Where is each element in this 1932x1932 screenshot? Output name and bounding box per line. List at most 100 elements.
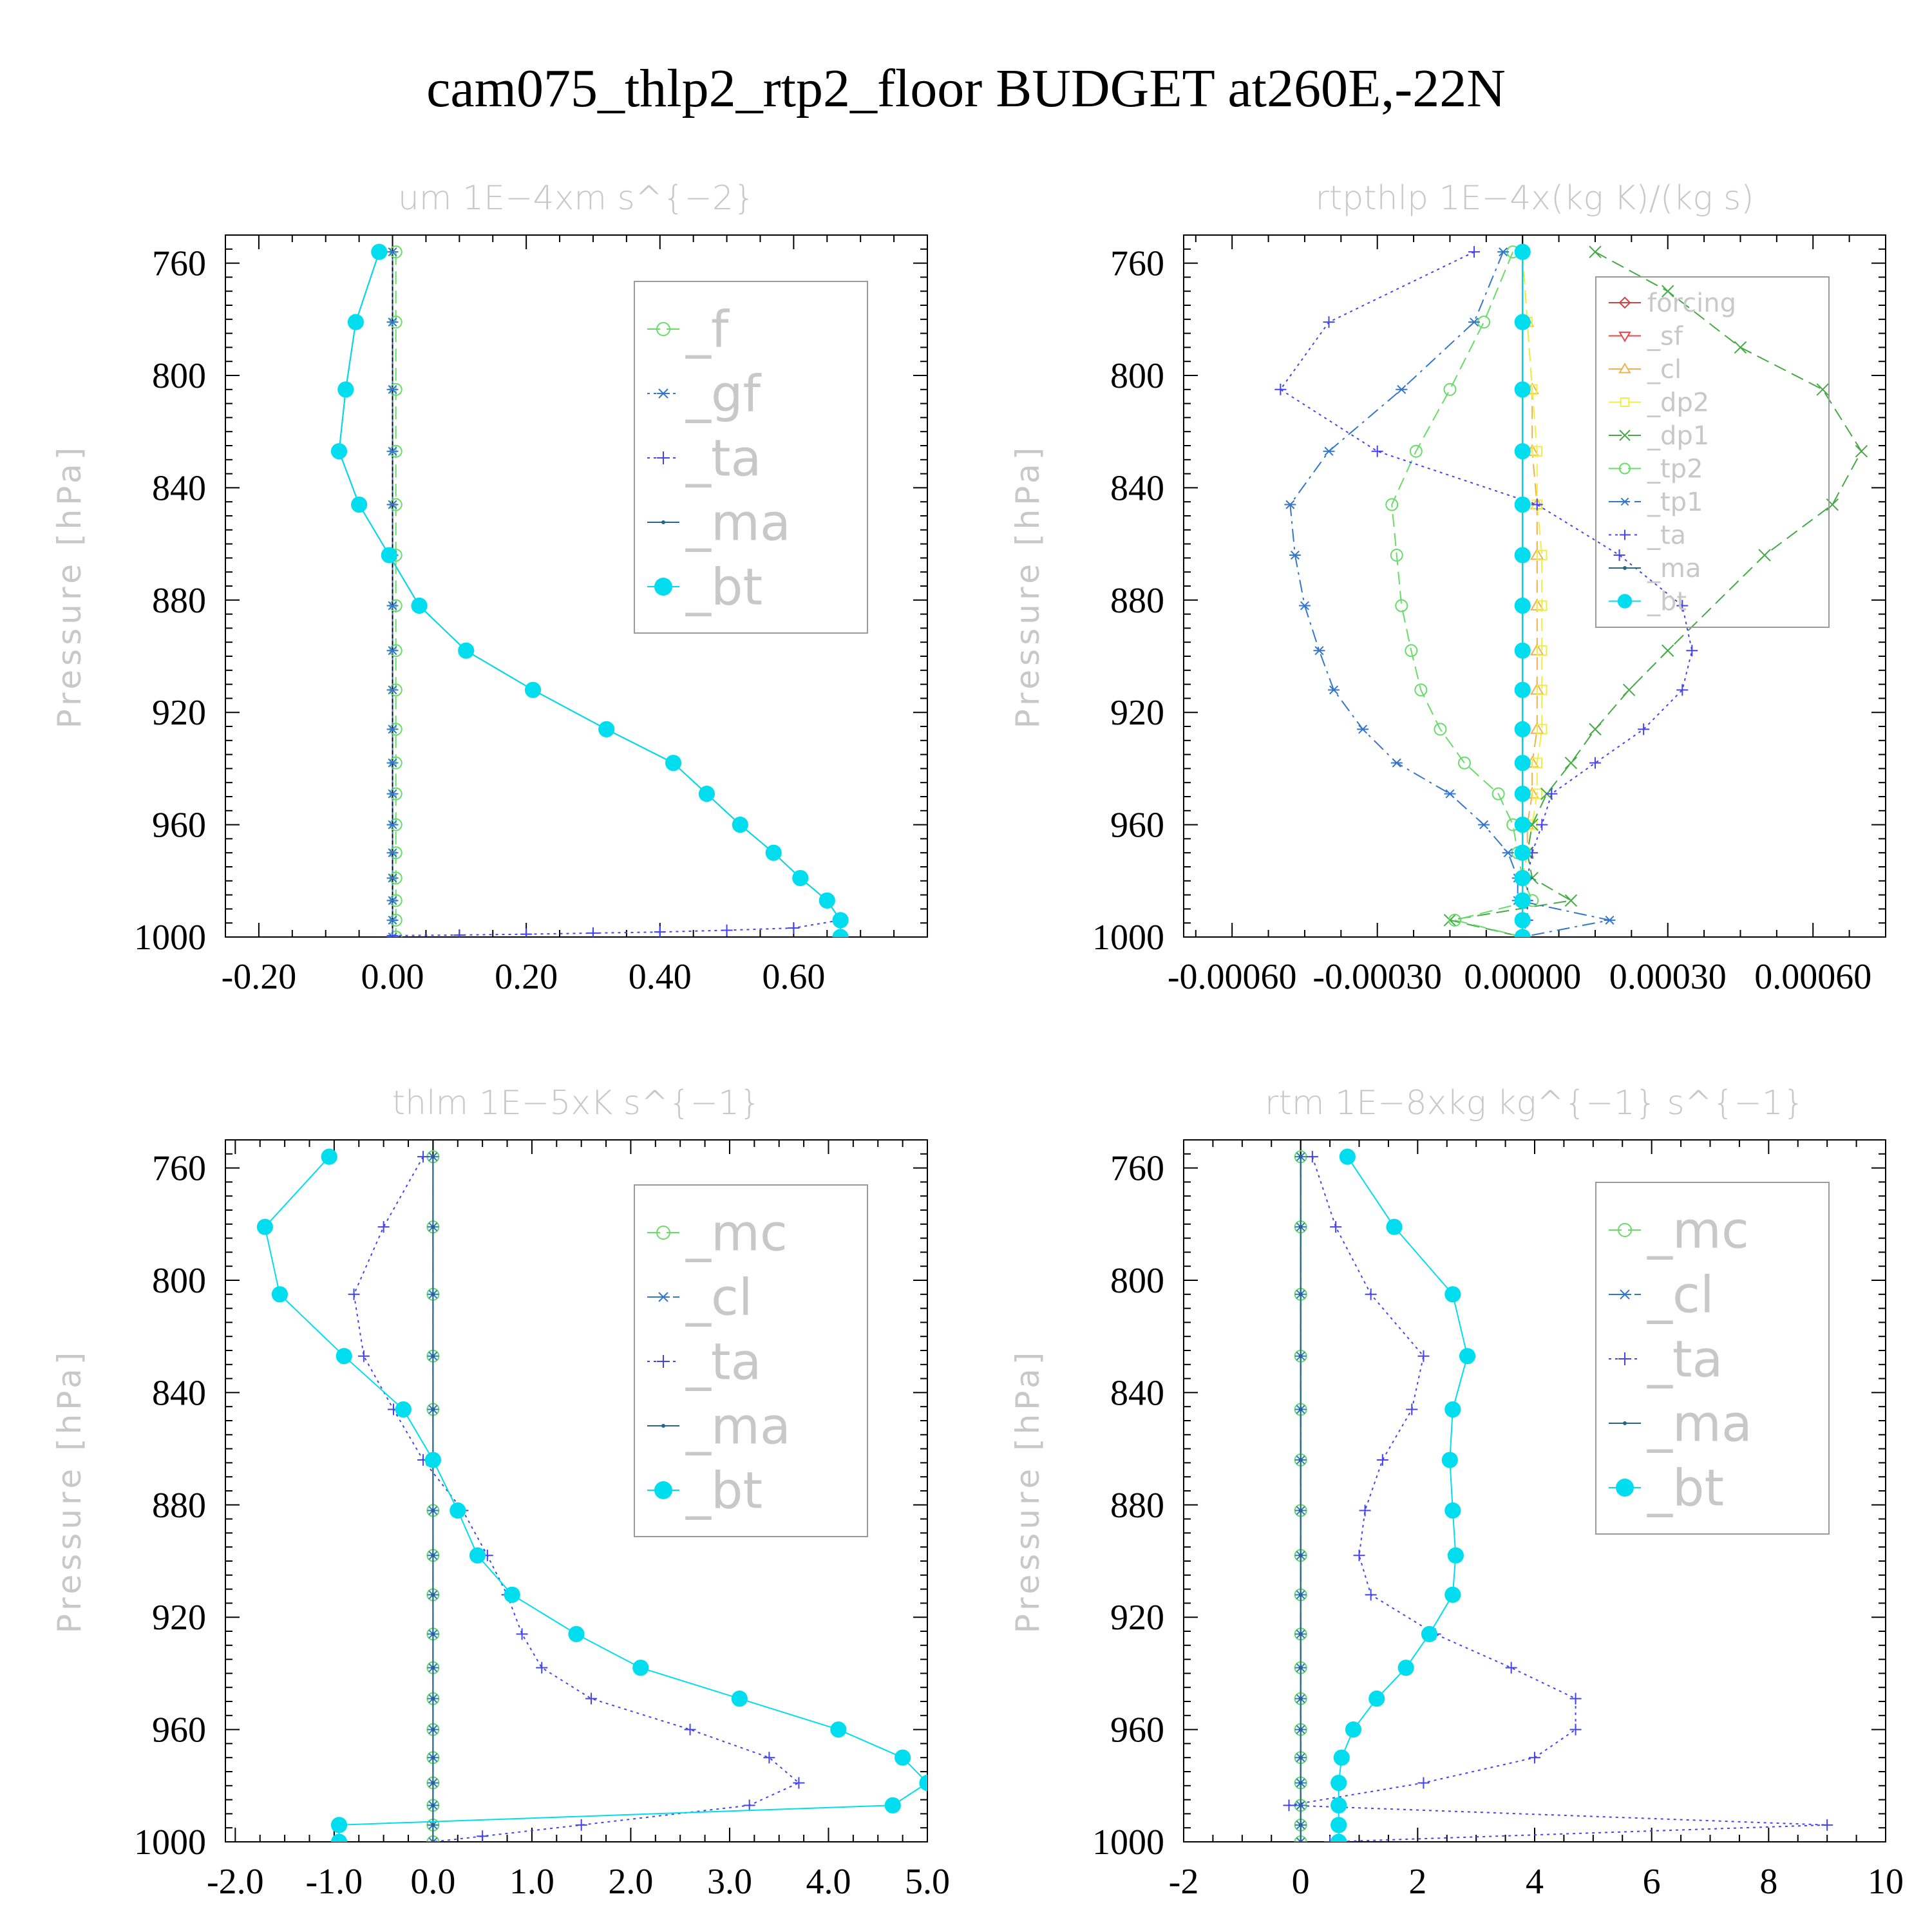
x-tick-label: 0.00030	[1609, 957, 1727, 997]
series-group	[330, 243, 849, 937]
data-point	[381, 547, 397, 564]
data-point	[1514, 547, 1531, 564]
data-point	[1390, 758, 1403, 768]
data-point	[1365, 1288, 1377, 1300]
data-point	[1514, 496, 1531, 513]
data-point	[386, 896, 399, 905]
legend-label: _f	[685, 301, 730, 359]
data-point	[1514, 912, 1531, 929]
y-tick-label: 1000	[134, 1823, 206, 1862]
data-point	[1357, 724, 1369, 734]
legend-marker	[661, 520, 665, 524]
data-point	[1353, 1549, 1365, 1562]
figure-title: cam075_thlp2_rtp2_floor BUDGET at260E,-2…	[426, 59, 1506, 118]
data-point	[386, 724, 399, 734]
data-point	[1397, 1660, 1414, 1676]
legend-label: _bt	[685, 558, 762, 616]
data-point	[386, 247, 399, 257]
panel-1: um 1E−4xm s^{−2} Pressure [hPa] 760 800 840 8…	[51, 179, 928, 997]
x-tick-label: 0.00060	[1754, 957, 1871, 997]
data-point	[1444, 1401, 1461, 1418]
data-point	[1298, 1292, 1303, 1296]
data-point	[1569, 1723, 1582, 1736]
data-point	[1448, 913, 1461, 927]
data-point	[1514, 755, 1531, 772]
x-tick-label: 4	[1526, 1862, 1544, 1902]
data-point	[371, 243, 388, 260]
legend-marker	[661, 1424, 665, 1428]
data-point	[1444, 1502, 1461, 1519]
x-tick-label: 10	[1868, 1862, 1904, 1902]
data-point	[1514, 786, 1531, 802]
data-point	[1324, 1836, 1336, 1842]
data-point	[731, 1690, 748, 1707]
legend-label: _tp1	[1647, 488, 1703, 517]
panel-title: um 1E−4xm s^{−2}	[398, 179, 755, 218]
data-point	[348, 1288, 360, 1300]
data-point	[386, 384, 399, 394]
data-point	[585, 1692, 598, 1705]
y-tick-label: 960	[152, 806, 206, 846]
data-point	[1447, 1547, 1464, 1564]
data-point	[1298, 1354, 1303, 1358]
data-point	[1514, 817, 1531, 833]
data-point	[665, 755, 682, 772]
data-point	[386, 646, 399, 656]
data-point	[1564, 894, 1578, 907]
x-tick-label: -0.20	[222, 957, 297, 997]
data-point	[1331, 1817, 1347, 1833]
x-tick-label: 2.0	[608, 1862, 653, 1902]
data-point	[431, 1781, 435, 1785]
data-point	[431, 1823, 435, 1827]
data-point	[721, 924, 733, 936]
data-point	[1514, 381, 1531, 398]
data-point	[895, 1749, 911, 1766]
y-tick-label: 800	[152, 1261, 206, 1301]
data-point	[1405, 644, 1418, 658]
data-point	[763, 1752, 775, 1764]
data-point	[431, 1593, 435, 1597]
data-point	[1396, 384, 1408, 394]
data-point	[1406, 1403, 1418, 1416]
data-point	[1274, 383, 1287, 395]
data-point	[1492, 787, 1505, 800]
data-point	[1283, 1799, 1295, 1812]
legend-label: _tp2	[1647, 455, 1703, 484]
y-tick-label: 920	[1110, 1598, 1164, 1638]
legend-label: _ma	[1647, 1395, 1752, 1453]
data-point	[330, 1833, 348, 1842]
y-tick-label: 960	[152, 1710, 206, 1750]
data-point	[598, 721, 615, 737]
data-point	[1514, 597, 1531, 614]
data-point	[765, 844, 782, 861]
data-point	[1734, 341, 1747, 354]
legend-label: _dp2	[1647, 388, 1709, 418]
data-point	[1385, 498, 1399, 511]
data-point	[1298, 1225, 1303, 1229]
x-tick-label: 5.0	[905, 1862, 950, 1902]
data-point	[1328, 685, 1340, 695]
y-tick-label: 880	[1110, 1486, 1164, 1526]
data-point	[1417, 1350, 1430, 1362]
data-point	[654, 926, 666, 937]
data-point	[1298, 1632, 1303, 1636]
data-point	[386, 685, 399, 695]
data-point	[1298, 1593, 1303, 1597]
x-tick-label: 0.0	[410, 1862, 455, 1902]
data-point	[1331, 1833, 1347, 1842]
legend-label: _bt	[1647, 1459, 1724, 1517]
data-point	[1323, 316, 1335, 328]
panel-4: rtm 1E−8xkg kg^{−1} s^{−1} Pressure [hPa]…	[1009, 1084, 1904, 1902]
data-point	[1298, 601, 1311, 611]
data-point	[431, 1354, 435, 1358]
data-point	[256, 1218, 274, 1235]
data-point	[1298, 1781, 1303, 1785]
legend-label: _ma	[1647, 554, 1701, 583]
panel-title: thlm 1E−5xK s^{−1}	[392, 1084, 761, 1122]
legend-marker	[1618, 1289, 1631, 1300]
y-tick-label: 880	[152, 1486, 206, 1526]
legend-marker	[657, 1292, 670, 1302]
data-point	[1339, 1148, 1356, 1165]
data-point	[1468, 317, 1481, 327]
data-point	[271, 1286, 289, 1303]
